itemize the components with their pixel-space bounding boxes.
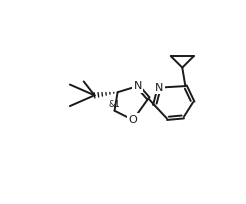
Text: &1: &1 — [109, 100, 120, 109]
Text: O: O — [129, 115, 137, 125]
Text: N: N — [155, 83, 163, 93]
Text: N: N — [133, 81, 142, 91]
